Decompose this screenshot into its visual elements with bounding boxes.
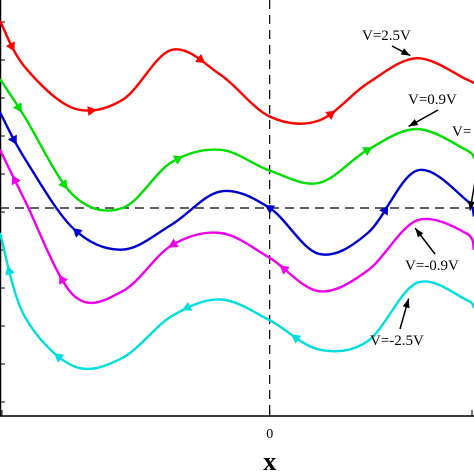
series-line-0 <box>0 20 474 125</box>
annotation-label: V=2.5V <box>362 28 411 44</box>
flow-arrow <box>13 102 22 113</box>
annotation-arrowhead <box>402 298 410 309</box>
annotation-label: V=-0.9V <box>405 258 459 274</box>
flow-arrow <box>362 147 373 156</box>
reference-lines <box>0 0 474 416</box>
flow-arrow <box>182 301 193 311</box>
annotation-label: V= <box>452 124 471 140</box>
flow-arrow <box>5 41 15 52</box>
annotation-arrowhead <box>408 119 419 127</box>
annotations: V=2.5V V=0.9V V= V=-0.9V V=-2.5V <box>362 28 474 349</box>
flow-arrow <box>5 265 15 276</box>
annotation-label: V=-2.5V <box>370 333 424 349</box>
direction-arrows <box>5 41 389 363</box>
flow-arrow <box>8 134 17 145</box>
annotation-arrowhead <box>468 200 474 211</box>
annotation-label: V=0.9V <box>408 92 457 108</box>
flow-arrow <box>325 110 336 120</box>
flow-arrow <box>195 53 206 64</box>
series-line-2 <box>0 111 474 256</box>
flow-arrow <box>54 353 65 363</box>
flow-arrow <box>168 238 179 248</box>
flow-arrow <box>279 265 290 275</box>
flow-arrow <box>72 228 83 238</box>
annotation-pointer <box>469 183 474 211</box>
annotation-arrowhead <box>415 228 424 238</box>
annotation-arrowhead <box>400 48 411 56</box>
flow-arrow <box>87 106 97 116</box>
flow-arrow <box>11 174 21 186</box>
flow-arrow <box>291 334 302 344</box>
axes <box>0 0 474 417</box>
x-tick-label: 0 <box>266 427 273 442</box>
flow-arrow <box>58 179 68 190</box>
flow-arrow <box>59 274 68 285</box>
x-axis-label: x <box>263 447 276 474</box>
flow-arrow <box>379 205 389 216</box>
flow-arrow <box>173 155 184 165</box>
flow-arrow <box>264 204 276 214</box>
series-line-1 <box>0 78 474 212</box>
